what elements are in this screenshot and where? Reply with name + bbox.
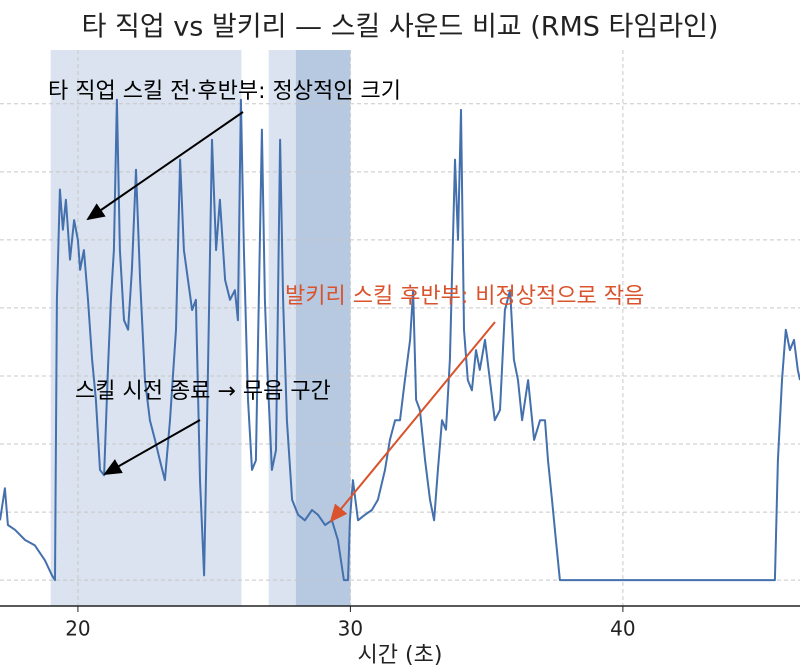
x-tick-label: 30 [338,617,363,641]
annotation: 발키리 스킬 후반부: 비정상적으로 작음 [285,284,644,309]
annotation: 타 직업 스킬 전·후반부: 정상적인 크기 [48,79,401,104]
plot-area: 20 30 40 [0,50,800,641]
annotation-arrow [86,111,244,221]
x-axis-label: 시간 (초) [358,643,443,668]
annotation-arrow [329,321,496,523]
x-tick-label: 20 [65,617,90,641]
chart-title: 타 직업 vs 발키리 — 스킬 사운드 비교 (RMS 타임라인) [82,12,719,43]
x-tick-label: 40 [610,617,635,641]
annotation: 스킬 시전 종료 → 무음 구간 [75,379,331,404]
data-line [0,98,800,582]
annotation-arrow [103,419,201,475]
